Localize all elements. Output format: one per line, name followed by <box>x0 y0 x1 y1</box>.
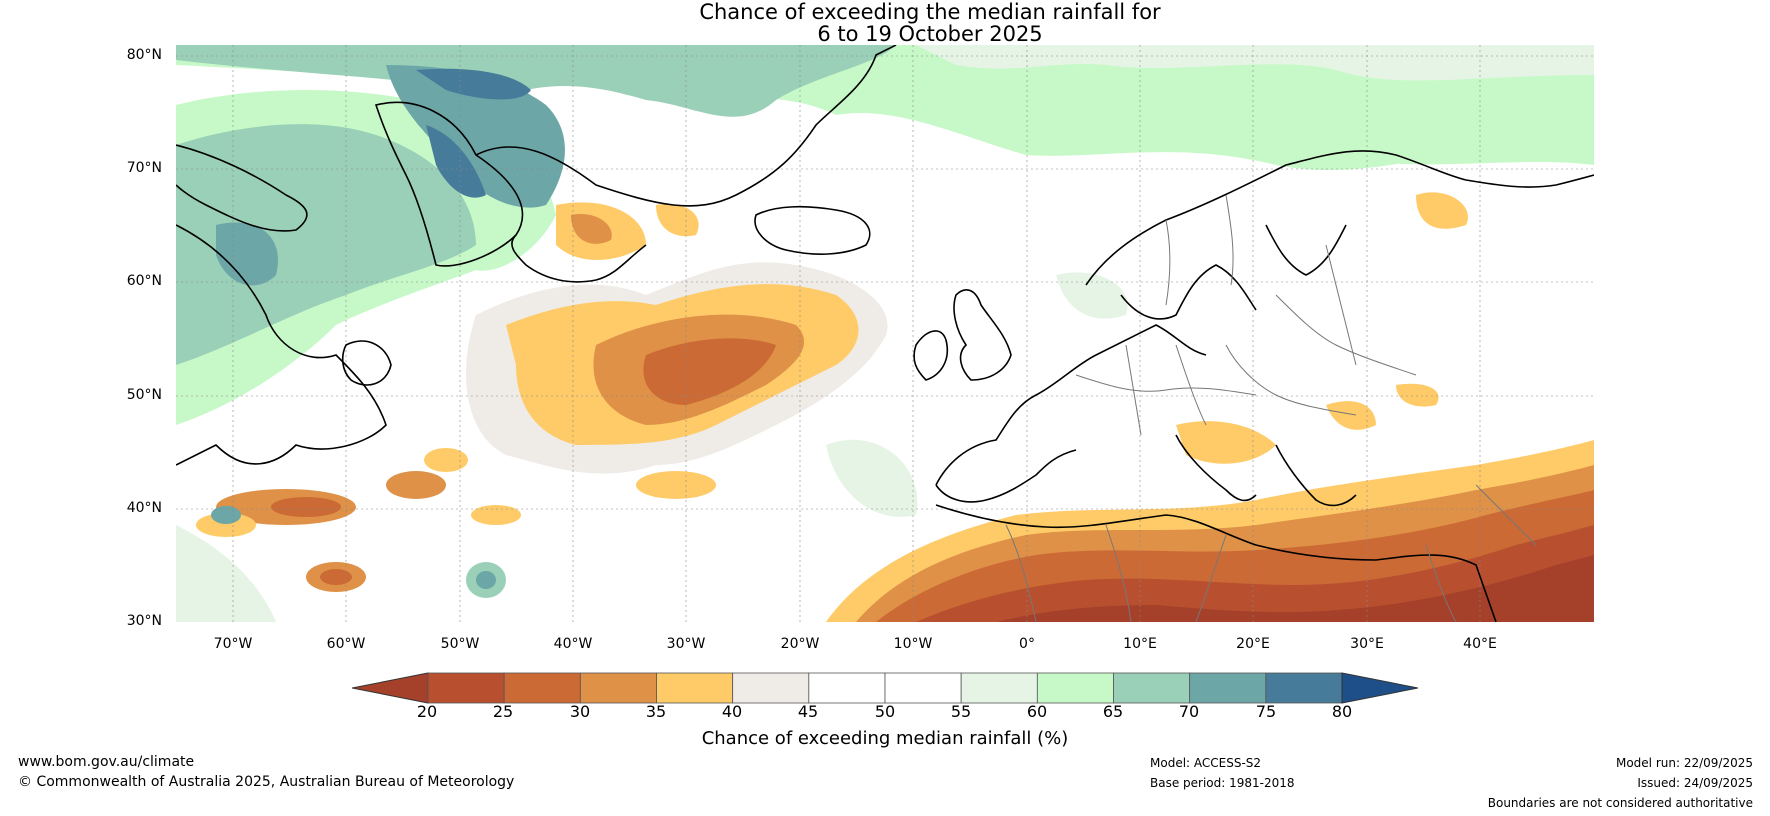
lon-label-10e: 10°E <box>1123 636 1157 652</box>
lat-label-40n: 40°N <box>126 500 162 516</box>
colorbar-cell <box>579 672 657 704</box>
colorbar-cell <box>884 672 962 704</box>
dry-patches-europe <box>656 192 1468 464</box>
lat-label-70n: 70°N <box>126 160 162 176</box>
dry-region-north-africa <box>826 440 1594 622</box>
lat-label-60n: 60°N <box>126 273 162 289</box>
colorbar-tick: 70 <box>1178 702 1200 721</box>
dry-region-atlantic <box>466 202 888 474</box>
wet-patches-misc <box>176 272 1128 622</box>
map-gridlines <box>176 45 1594 622</box>
chart-title-line2: 6 to 19 October 2025 <box>817 22 1043 46</box>
colorbar-tick: 50 <box>874 702 896 721</box>
chart-title-line1: Chance of exceeding the median rainfall … <box>699 0 1161 24</box>
colorbar-cells <box>427 672 1343 704</box>
footer-model: Model: ACCESS-S2 <box>1150 756 1262 770</box>
lon-label-20w: 20°W <box>780 636 820 652</box>
footer-disclaimer: Boundaries are not considered authoritat… <box>1487 796 1753 810</box>
colorbar-extend-high <box>1341 672 1418 704</box>
lat-label-80n: 80°N <box>126 47 162 63</box>
lon-label-0: 0° <box>1019 636 1035 652</box>
lon-label-70w: 70°W <box>213 636 253 652</box>
colorbar-cell <box>1265 672 1343 704</box>
wet-region-greenland <box>176 65 565 425</box>
lon-label-60w: 60°W <box>326 636 366 652</box>
colorbar-cell <box>656 672 734 704</box>
colorbar-tick: 35 <box>645 702 667 721</box>
lon-label-20e: 20°E <box>1236 636 1270 652</box>
colorbar-tick: 60 <box>1026 702 1048 721</box>
colorbar <box>352 672 1418 704</box>
lon-label-50w: 50°W <box>440 636 480 652</box>
footer-base-period: Base period: 1981-2018 <box>1150 776 1295 790</box>
dry-patches-west <box>196 448 716 592</box>
colorbar-cell <box>503 672 581 704</box>
colorbar-tick: 80 <box>1331 702 1353 721</box>
colorbar-tick: 30 <box>569 702 591 721</box>
colorbar-tick: 55 <box>950 702 972 721</box>
lon-label-10w: 10°W <box>893 636 933 652</box>
footer-website: www.bom.gov.au/climate <box>18 754 195 770</box>
colorbar-tick: 75 <box>1255 702 1277 721</box>
lon-label-30w: 30°W <box>666 636 706 652</box>
rainfall-probability-map <box>176 45 1594 622</box>
colorbar-tick: 25 <box>492 702 514 721</box>
colorbar-label: Chance of exceeding median rainfall (%) <box>701 728 1069 749</box>
wet-region-arctic <box>176 45 1594 171</box>
colorbar-tick: 45 <box>797 702 819 721</box>
lon-label-40w: 40°W <box>553 636 593 652</box>
lon-label-30e: 30°E <box>1350 636 1384 652</box>
footer-model-run: Model run: 22/09/2025 <box>1615 756 1753 770</box>
colorbar-cell <box>1189 672 1267 704</box>
lat-label-30n: 30°N <box>126 613 162 629</box>
colorbar-cell <box>732 672 810 704</box>
lat-label-50n: 50°N <box>126 387 162 403</box>
footer-copyright: © Commonwealth of Australia 2025, Austra… <box>18 774 515 790</box>
colorbar-cell <box>960 672 1038 704</box>
colorbar-cell <box>808 672 886 704</box>
colorbar-tick: 20 <box>416 702 438 721</box>
country-borders <box>1005 194 1537 622</box>
colorbar-cell <box>1113 672 1191 704</box>
lon-label-40e: 40°E <box>1463 636 1497 652</box>
footer-issued: Issued: 24/09/2025 <box>1637 776 1753 790</box>
colorbar-tick: 40 <box>721 702 743 721</box>
colorbar-cell <box>427 672 505 704</box>
colorbar-extend-low <box>352 672 429 704</box>
colorbar-cell <box>1036 672 1114 704</box>
colorbar-tick: 65 <box>1102 702 1124 721</box>
